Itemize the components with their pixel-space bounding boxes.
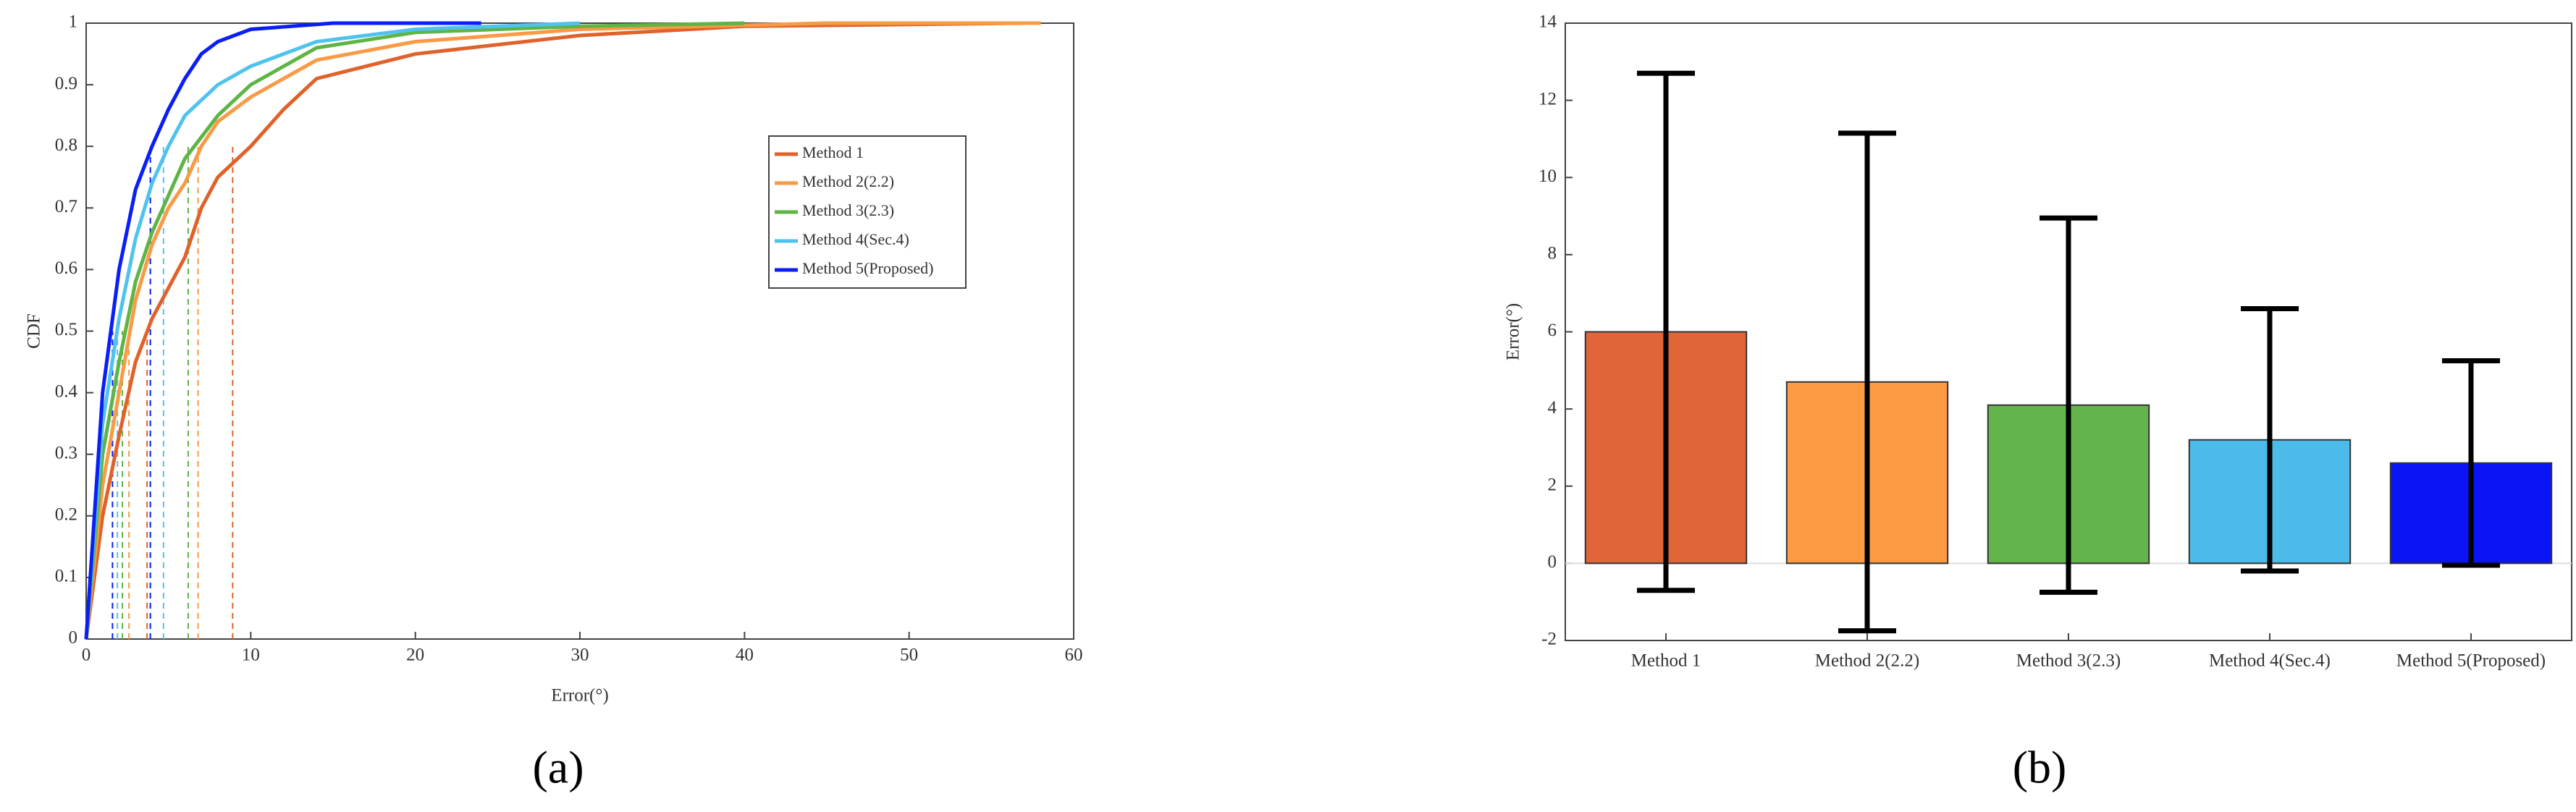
cdf-line [84, 21, 1041, 640]
y-tick-label: 0.7 [55, 197, 77, 216]
legend-label: Method 3(2.3) [802, 201, 894, 219]
y-tick-label: 0.6 [55, 258, 77, 278]
y-tick-label: 2 [1548, 475, 1557, 494]
y-tick-label: 4 [1548, 398, 1557, 418]
y-tick-label: 0.1 [55, 567, 77, 586]
legend-label: Method 2(2.2) [802, 172, 894, 190]
y-tick-label: 1 [69, 12, 78, 32]
x-tick-label: Method 1 [1631, 651, 1701, 671]
y-tick-label: -2 [1541, 630, 1557, 649]
panel-label: (a) [532, 742, 584, 793]
legend-label: Method 1 [802, 143, 864, 161]
y-tick-label: 0.4 [55, 381, 78, 401]
legend-label: Method 5(Proposed) [802, 259, 933, 277]
y-axis-label: CDF [25, 313, 44, 349]
y-tick-label: 14 [1539, 12, 1557, 32]
x-axis-label: Error(°) [551, 686, 608, 706]
legend-box [768, 135, 967, 289]
x-tick-label: 30 [571, 646, 589, 665]
y-tick-label: 0.5 [55, 320, 77, 339]
y-tick-label: 0.8 [55, 135, 77, 155]
cdf-line [84, 21, 581, 640]
x-tick-label: 10 [242, 646, 260, 665]
y-tick-label: 0 [69, 628, 78, 648]
cdf-line [84, 21, 745, 640]
y-tick-label: 0 [1548, 552, 1557, 572]
y-axis-label: Error(°) [1504, 303, 1523, 360]
legend-label: Method 4(Sec.4) [802, 230, 909, 248]
y-tick-label: 0.9 [55, 74, 77, 93]
x-tick-label: 20 [406, 646, 424, 665]
x-tick-label: Method 5(Proposed) [2396, 651, 2546, 671]
plot-frame [85, 22, 1074, 640]
cdf-line [84, 21, 481, 640]
y-tick-label: 6 [1548, 321, 1557, 340]
x-tick-label: Method 2(2.2) [1815, 651, 1919, 671]
y-tick-label: 8 [1548, 244, 1557, 263]
y-tick-label: 12 [1539, 89, 1557, 109]
y-tick-label: 10 [1539, 166, 1557, 186]
panel-label: (b) [2013, 742, 2067, 793]
cdf-line [84, 21, 1024, 640]
x-tick-label: Method 3(2.3) [2016, 651, 2121, 671]
x-tick-label: 0 [82, 646, 91, 665]
x-tick-label: 50 [900, 646, 918, 665]
y-tick-label: 0.3 [55, 443, 77, 462]
y-tick-label: 0.2 [55, 505, 77, 525]
x-tick-label: 40 [736, 646, 754, 665]
x-tick-label: Method 4(Sec.4) [2209, 651, 2331, 671]
x-tick-label: 60 [1065, 646, 1083, 665]
